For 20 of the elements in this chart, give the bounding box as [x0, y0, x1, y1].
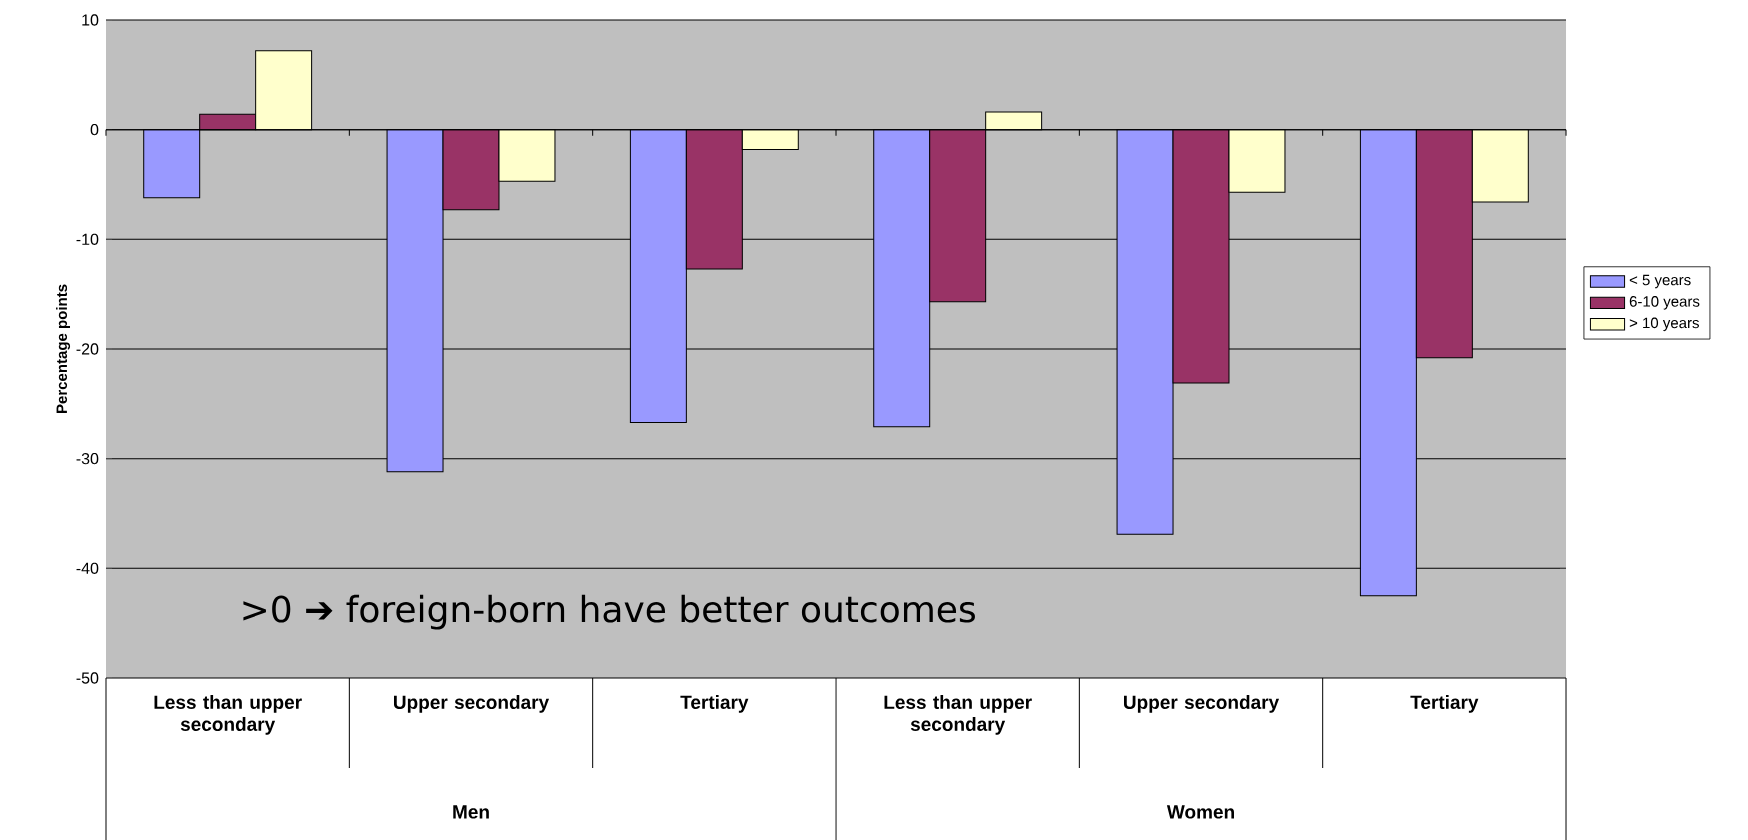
legend-label: < 5 years	[1629, 274, 1691, 288]
text: Men	[453, 805, 489, 819]
y-tick-label: -30	[76, 452, 99, 465]
x-tick-label: Less than upper secondary	[154, 694, 302, 735]
legend-label: > 10 years	[1629, 317, 1699, 331]
x-tick-label: Upper secondary	[1124, 694, 1280, 713]
y-tick-label: -10	[76, 233, 99, 245]
x-tick-label: Tertiary	[680, 694, 749, 713]
text: Women	[1166, 805, 1234, 819]
legend-label: 6-10 years	[1629, 295, 1700, 310]
y-axis-title: Percentage points	[56, 284, 71, 413]
y-tick-label: 0	[90, 123, 99, 136]
y-tick-label: -40	[76, 562, 99, 574]
y-tick-label: -50	[76, 672, 99, 684]
x-tick-label: Less than upper secondary	[884, 694, 1032, 735]
x-tick-label: Upper secondary	[394, 694, 550, 713]
y-tick-label: -20	[76, 343, 99, 355]
y-tick-label: 10	[82, 14, 99, 26]
annotation: >0 ➔ foreign-born have better outcomes	[243, 594, 975, 630]
x-tick-label: Tertiary	[1410, 694, 1479, 713]
